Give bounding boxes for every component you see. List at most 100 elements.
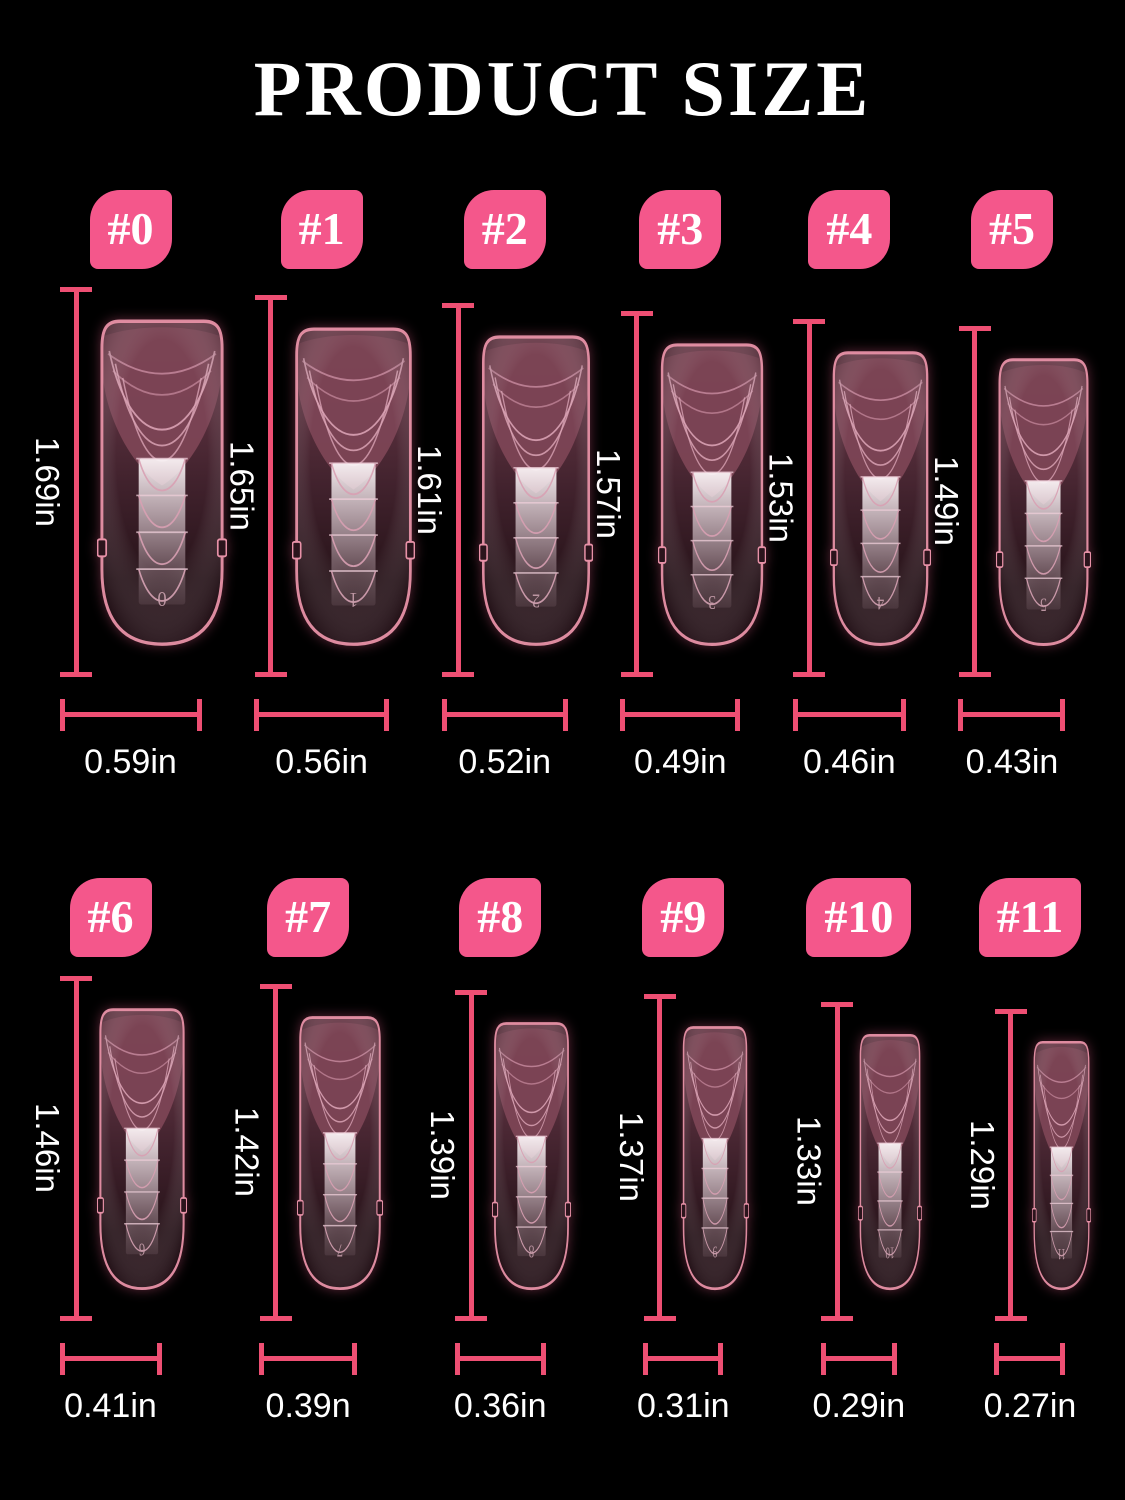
nail-size-digit: 4: [877, 592, 885, 614]
length-dimension-line: [60, 286, 92, 677]
length-dimension-line: [958, 325, 991, 677]
size-number-badge: #2: [463, 190, 546, 269]
side-tab-left: [478, 543, 489, 562]
nail-tip: 5: [995, 356, 1092, 647]
side-tab-right: [216, 538, 228, 558]
nail-tip: 10: [858, 1032, 923, 1291]
measurement-group: 1.29in 11: [964, 973, 1092, 1321]
length-dimension-line: [455, 989, 488, 1321]
measurement-group: 1.57in 3: [590, 285, 766, 677]
side-tab-right: [565, 1201, 572, 1218]
nail-size-digit: 5: [1040, 594, 1047, 616]
size-number-badge: #6: [69, 877, 152, 957]
side-tab-right: [923, 548, 932, 566]
dimension-bar: [259, 1356, 358, 1362]
side-tab-left: [296, 1199, 304, 1216]
side-tab-right: [180, 1196, 188, 1214]
side-tab-right: [1086, 1207, 1092, 1223]
width-label: 0.52in: [458, 742, 551, 781]
dimension-bar: [454, 1356, 546, 1362]
width-dimension-line: [643, 1342, 724, 1375]
size-column: #2 1.61in 2 0.52in: [411, 190, 594, 782]
size-column: #7 1.42in 7 0.39n: [229, 877, 383, 1426]
size-column: #11 1.29in 11 0.27in: [964, 877, 1092, 1426]
dimension-bar: [792, 712, 906, 718]
size-number-badge: #11: [978, 877, 1082, 957]
side-tab-left: [291, 540, 302, 560]
measurement-group: 1.39in 8: [424, 973, 572, 1321]
nail-tip: 4: [830, 349, 932, 647]
page-title: PRODUCT SIZE: [253, 45, 872, 132]
length-label-box: 1.46in: [29, 1006, 66, 1291]
length-dimension-line: [442, 302, 475, 677]
length-label-box: 1.61in: [411, 333, 448, 647]
length-dimension-line: [821, 1001, 854, 1321]
size-row-bottom: #6 1.46in 6 0.41in #7 1.42in: [0, 877, 1125, 1426]
dimension-bar: [73, 286, 79, 677]
length-dimension-line: [994, 1008, 1027, 1321]
measurement-group: 1.33in 10: [790, 973, 923, 1321]
side-tab-left: [492, 1201, 499, 1218]
size-number-badge: #10: [806, 877, 912, 957]
nail-size-digit: 0: [157, 586, 166, 610]
length-label-box: 1.57in: [590, 341, 627, 647]
side-tab-left: [830, 548, 839, 566]
dimension-bar: [1008, 1008, 1014, 1321]
width-label: 0.29in: [812, 1386, 906, 1425]
nail-tip-image: 7: [296, 1015, 383, 1290]
nail-tip: 3: [657, 341, 766, 647]
nail-size-digit: 10: [886, 1244, 895, 1263]
nail-size-digit: 9: [712, 1241, 717, 1260]
width-dimension-line: [792, 698, 906, 731]
dimension-bar: [994, 1356, 1066, 1362]
size-row-columns: #0 1.69in 0 0.59in #1 1.65in: [0, 190, 1125, 782]
dimension-bar: [59, 1356, 162, 1362]
length-label: 1.29in: [963, 1119, 1001, 1210]
width-label: 0.41in: [64, 1386, 157, 1425]
nail-tip-image: 11: [1031, 1040, 1092, 1290]
side-tab-right: [757, 546, 766, 564]
width-dimension-line: [259, 1342, 358, 1375]
measurement-group: 1.42in 7: [229, 973, 383, 1321]
size-number-badge: #8: [459, 877, 542, 957]
size-column: #10 1.33in 10 0.29in: [790, 877, 923, 1426]
length-label-box: 1.33in: [790, 1032, 827, 1291]
nail-size-digit: 6: [139, 1238, 145, 1258]
size-number-badge: #7: [267, 877, 350, 957]
length-label-box: 1.49in: [928, 356, 965, 647]
side-tab-right: [1083, 551, 1092, 568]
side-tab-left: [1031, 1207, 1037, 1223]
width-dimension-line: [958, 698, 1066, 731]
length-label: 1.33in: [790, 1116, 828, 1207]
length-dimension-line: [620, 310, 653, 677]
nail-tip: 6: [96, 1006, 188, 1291]
nail-size-digit: 2: [532, 590, 540, 612]
length-label-box: 1.53in: [762, 349, 799, 647]
length-label-box: 1.37in: [613, 1024, 650, 1291]
length-dimension-line: [254, 294, 287, 677]
length-label: 1.37in: [612, 1112, 650, 1203]
nail-size-digit: 1: [349, 588, 358, 611]
measurement-group: 1.49in 5: [928, 285, 1092, 677]
length-label-box: 1.29in: [964, 1039, 1001, 1291]
size-column: #6 1.46in 6 0.41in: [29, 877, 188, 1426]
side-tab-left: [680, 1202, 687, 1219]
dimension-bar: [634, 310, 640, 677]
size-column: #9 1.37in 9 0.31in: [613, 877, 749, 1426]
side-tab-right: [584, 543, 594, 562]
dimension-bar: [820, 1356, 897, 1362]
width-dimension-line: [454, 1342, 546, 1375]
dimension-bar: [806, 318, 812, 677]
length-label: 1.49in: [927, 456, 965, 547]
nail-tip: 2: [478, 333, 594, 647]
nail-tip-image: 4: [830, 351, 932, 646]
dimension-bar: [643, 1356, 724, 1362]
length-label-box: 1.39in: [424, 1020, 461, 1291]
dimension-bar: [59, 712, 202, 718]
side-tab-left: [96, 538, 108, 558]
size-column: #5 1.49in 5 0.43in: [928, 190, 1092, 782]
size-number-badge: #9: [642, 877, 725, 957]
dimension-bar: [468, 989, 474, 1321]
side-tab-right: [405, 540, 415, 560]
nail-tip-image: 1: [291, 327, 415, 646]
